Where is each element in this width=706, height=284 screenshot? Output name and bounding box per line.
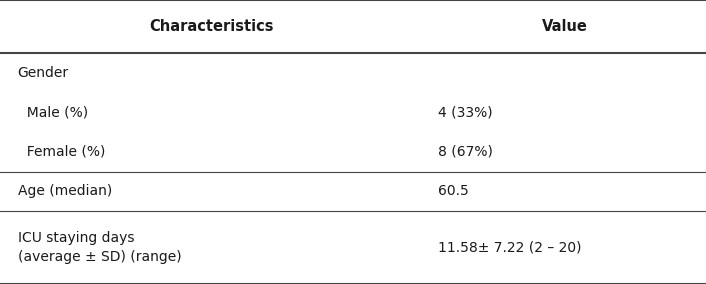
Text: 4 (33%): 4 (33%) <box>438 105 492 119</box>
Text: 8 (67%): 8 (67%) <box>438 145 493 159</box>
Text: Value: Value <box>542 19 587 34</box>
Text: Female (%): Female (%) <box>18 145 105 159</box>
Text: Gender: Gender <box>18 66 68 80</box>
Text: Characteristics: Characteristics <box>150 19 274 34</box>
Text: Age (median): Age (median) <box>18 184 112 198</box>
Text: 60.5: 60.5 <box>438 184 469 198</box>
Text: ICU staying days
(average ± SD) (range): ICU staying days (average ± SD) (range) <box>18 231 181 264</box>
Text: 11.58± 7.22 (2 – 20): 11.58± 7.22 (2 – 20) <box>438 241 581 254</box>
Text: Male (%): Male (%) <box>18 105 88 119</box>
